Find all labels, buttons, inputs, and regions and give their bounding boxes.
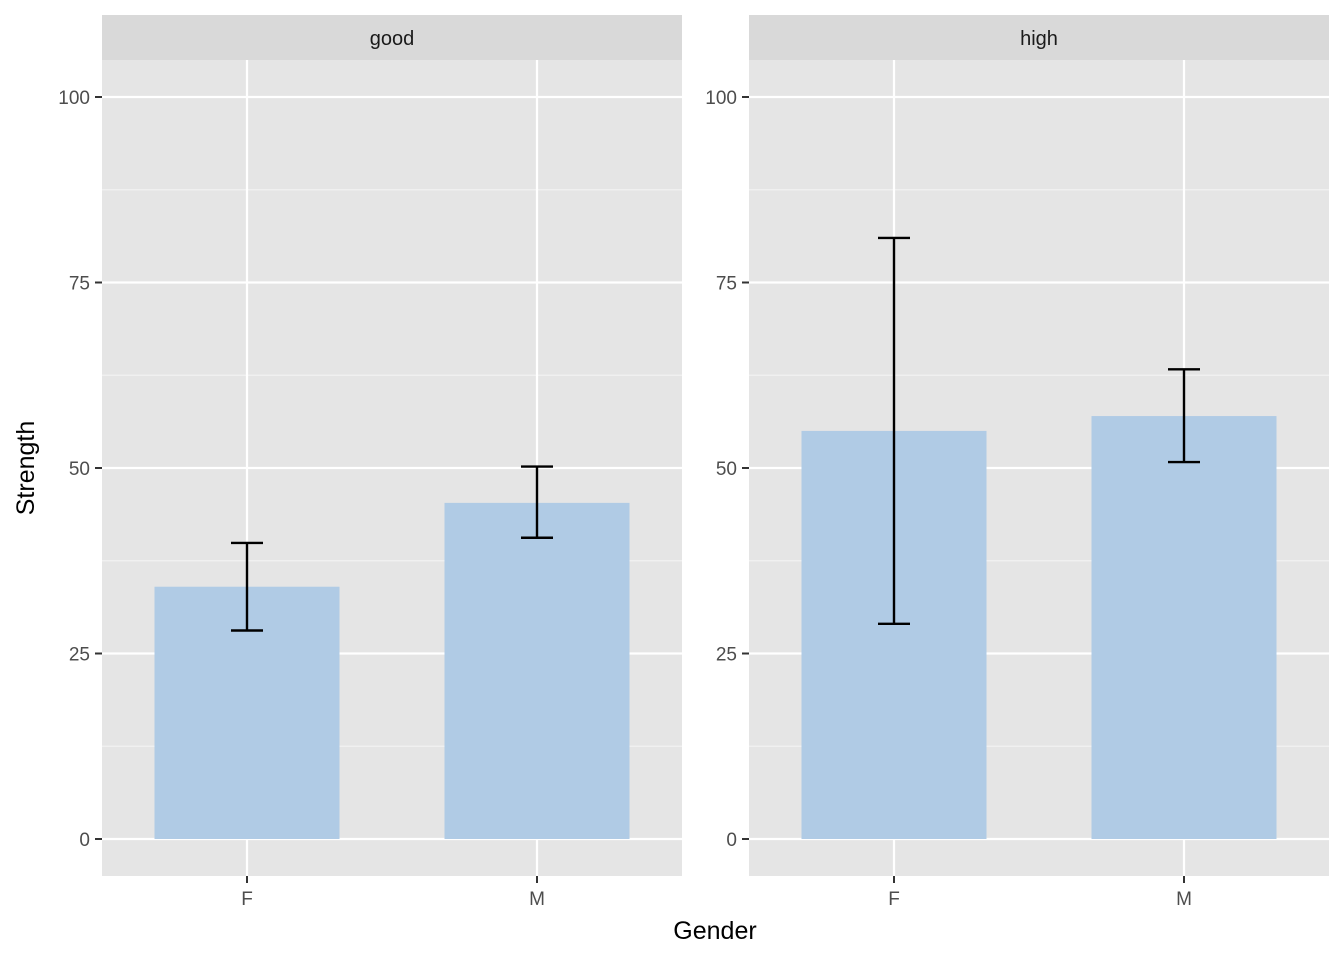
error-bar-high-M: [1168, 368, 1200, 464]
error-bar-good-M: [521, 465, 553, 539]
y-axis-title: Strength: [12, 421, 40, 516]
y-tick-label: 75: [716, 274, 737, 295]
y-tick-label: 75: [69, 274, 90, 295]
facet-strip-label: high: [1020, 28, 1058, 50]
y-tick-label: 50: [69, 459, 90, 480]
facet-strip: [102, 15, 682, 60]
y-tick-label: 50: [716, 459, 737, 480]
bar-good-M: [444, 502, 630, 839]
bar-high-M: [1091, 416, 1277, 839]
error-bar-high-F: [878, 236, 910, 626]
error-bar-good-F: [231, 541, 263, 632]
x-tick-label: M: [1176, 889, 1192, 910]
facet-strip: [749, 15, 1329, 60]
facet-strip-label: good: [370, 28, 415, 50]
y-tick-label: 25: [69, 645, 90, 666]
x-tick-label: F: [888, 889, 900, 910]
facet-panel-good: good 0 25 50 75 100 F M: [58, 15, 682, 910]
y-tick-label: 100: [705, 88, 737, 109]
y-tick-label: 0: [79, 830, 90, 851]
y-tick-label: 100: [58, 88, 90, 109]
y-tick-label: 25: [716, 645, 737, 666]
x-tick-label: M: [529, 889, 545, 910]
y-tick-label: 0: [726, 830, 737, 851]
x-axis-title: Gender: [673, 917, 756, 945]
facet-panel-high: high 0 25 50 75 100 F M: [705, 15, 1329, 910]
x-tick-label: F: [241, 889, 253, 910]
